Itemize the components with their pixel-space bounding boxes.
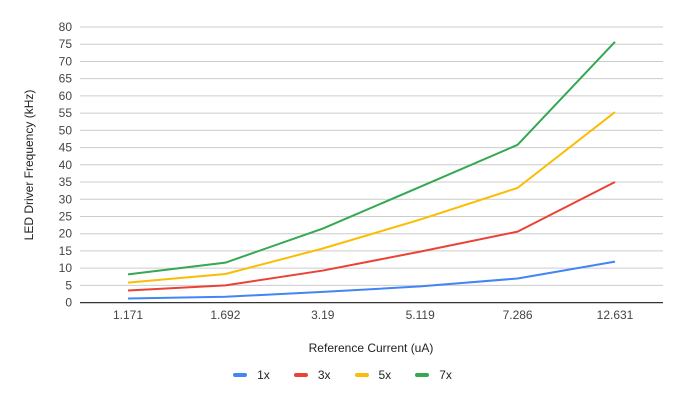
y-tick-label: 50 <box>59 123 73 137</box>
legend-swatch-icon <box>233 373 248 377</box>
x-axis-ticks: 1.171 1.692 3.19 5.119 7.286 12.631 <box>113 308 634 322</box>
y-axis-title: LED Driver Frequency (kHz) <box>22 90 36 241</box>
y-tick-label: 10 <box>59 261 73 275</box>
x-tick-label: 12.631 <box>597 308 634 322</box>
series-line-7x[interactable] <box>127 41 616 276</box>
x-tick-label: 7.286 <box>503 308 533 322</box>
y-tick-label: 0 <box>65 296 72 310</box>
legend-swatch-icon <box>354 373 369 377</box>
legend-item-1x[interactable]: 1x <box>233 368 270 382</box>
y-tick-label: 5 <box>65 278 72 292</box>
legend-label: 5x <box>378 368 392 382</box>
y-tick-label: 65 <box>59 72 73 86</box>
gridlines <box>80 26 663 304</box>
y-tick-label: 60 <box>59 89 73 103</box>
legend-swatch-icon <box>415 373 430 377</box>
legend-item-7x[interactable]: 7x <box>415 368 452 382</box>
series-line-3x[interactable] <box>127 181 616 292</box>
x-tick-label: 3.19 <box>311 308 335 322</box>
y-tick-label: 55 <box>59 106 73 120</box>
x-axis-title: Reference Current (uA) <box>309 341 434 355</box>
y-tick-label: 25 <box>59 209 73 223</box>
legend-item-5x[interactable]: 5x <box>354 368 392 382</box>
y-tick-label: 35 <box>59 175 73 189</box>
x-tick-label: 1.171 <box>113 308 143 322</box>
y-tick-label: 15 <box>59 244 73 258</box>
series-lines <box>127 41 616 300</box>
y-tick-label: 20 <box>59 227 73 241</box>
legend-swatch-icon <box>293 373 308 377</box>
y-tick-label: 70 <box>59 54 73 68</box>
legend-label: 7x <box>439 368 452 382</box>
legend-item-3x[interactable]: 3x <box>293 368 331 382</box>
legend-label: 1x <box>257 368 270 382</box>
legend: 1x 3x 5x 7x <box>0 368 685 382</box>
series-line-1x[interactable] <box>127 260 616 300</box>
y-tick-label: 40 <box>59 158 73 172</box>
x-tick-label: 1.692 <box>210 308 240 322</box>
y-axis-ticks: 0 5 10 15 20 25 30 35 40 45 50 55 60 65 70 75 80 <box>59 20 73 310</box>
y-tick-label: 30 <box>59 192 73 206</box>
y-tick-label: 45 <box>59 141 73 155</box>
y-tick-label: 75 <box>59 37 73 51</box>
x-tick-label: 5.119 <box>406 308 435 322</box>
y-tick-label: 80 <box>59 20 73 34</box>
legend-label: 3x <box>317 368 331 382</box>
series-line-5x[interactable] <box>127 111 616 284</box>
